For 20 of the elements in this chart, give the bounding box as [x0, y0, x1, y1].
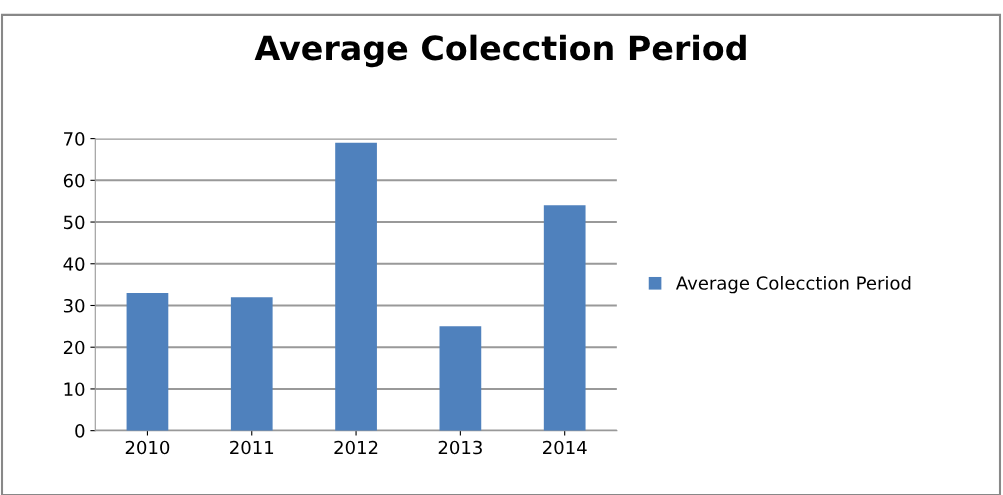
- x-tick-label: 2011: [230, 440, 274, 455]
- bar: [543, 205, 586, 431]
- bar: [126, 292, 169, 431]
- chart-title: Average Colecction Period: [254, 34, 746, 68]
- y-tick-label: 30: [63, 298, 85, 313]
- y-tick-label: 60: [63, 173, 85, 188]
- y-tick-label: 40: [63, 257, 85, 271]
- x-tick-label: 2012: [334, 440, 378, 455]
- bar: [230, 297, 273, 431]
- y-tick-label: 0: [75, 424, 85, 438]
- y-tick-label: 50: [63, 215, 85, 230]
- x-tick-label: 2013: [438, 440, 482, 455]
- bar: [335, 142, 377, 431]
- y-tick-label: 10: [64, 382, 85, 397]
- y-tick-label: 20: [63, 340, 85, 355]
- y-tick-label: 70: [64, 132, 85, 146]
- bar: [439, 326, 482, 431]
- x-tick-label: 2010: [125, 440, 170, 455]
- x-tick-label: 2014: [543, 440, 587, 455]
- legend-label: Average Colecction Period: [675, 275, 911, 294]
